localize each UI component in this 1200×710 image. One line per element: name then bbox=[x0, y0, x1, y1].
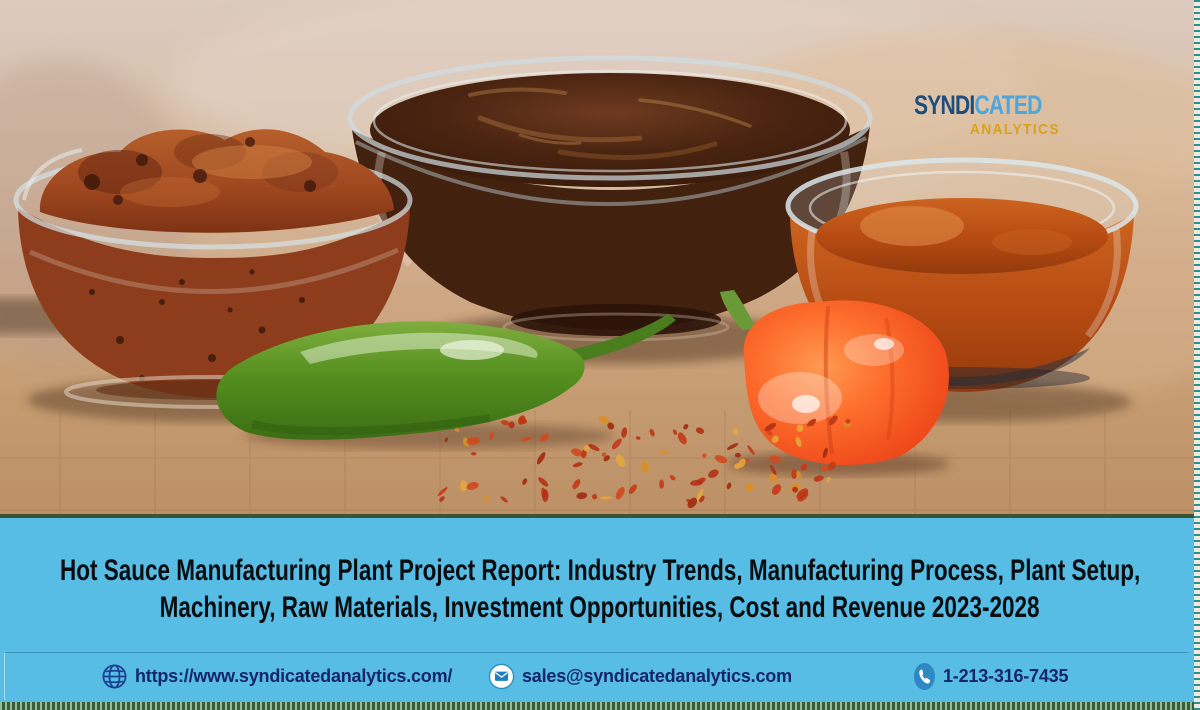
brand-name: SYNDICATED bbox=[914, 90, 1042, 120]
title-line-1: Hot Sauce Manufacturing Plant Project Re… bbox=[59, 554, 1141, 587]
phone-icon bbox=[914, 663, 935, 690]
sauce-swirl-highlights bbox=[468, 87, 752, 160]
mail-icon bbox=[488, 663, 515, 690]
habanero-pepper bbox=[720, 290, 950, 476]
dark-chunks bbox=[84, 137, 316, 205]
page-title: Hot Sauce Manufacturing Plant Project Re… bbox=[0, 518, 1200, 626]
brand-name-light: CATED bbox=[974, 90, 1042, 120]
habanero-stem bbox=[720, 290, 756, 330]
email-link[interactable]: sales@syndicatedanalytics.com bbox=[488, 653, 792, 700]
phone-text: 1-213-316-7435 bbox=[943, 666, 1069, 686]
hot-sauce-scene bbox=[0, 0, 1200, 514]
pepper-stem bbox=[560, 314, 676, 362]
chili-flakes bbox=[437, 415, 852, 509]
brand-subtitle: ANALYTICS bbox=[969, 121, 1060, 138]
green-divider bbox=[0, 514, 1200, 518]
brand-logo: SYNDICATED ANALYTICS bbox=[914, 90, 1060, 138]
contact-bar: https://www.syndicatedanalytics.com/ sal… bbox=[4, 652, 1188, 700]
globe-icon bbox=[102, 664, 127, 689]
title-line-2: Machinery, Raw Materials, Investment Opp… bbox=[160, 591, 1040, 624]
phone-link[interactable]: 1-213-316-7435 bbox=[913, 653, 1069, 700]
brand-name-dark: SYNDI bbox=[914, 90, 975, 120]
title-banner: Hot Sauce Manufacturing Plant Project Re… bbox=[0, 518, 1200, 702]
right-dotted-border bbox=[1194, 0, 1200, 710]
website-text: https://www.syndicatedanalytics.com/ bbox=[135, 666, 453, 686]
email-text: sales@syndicatedanalytics.com bbox=[522, 666, 792, 686]
hero-photo: SYNDICATED ANALYTICS bbox=[0, 0, 1200, 514]
bottom-dotted-border bbox=[0, 702, 1200, 710]
green-pepper bbox=[216, 314, 676, 449]
website-link[interactable]: https://www.syndicatedanalytics.com/ bbox=[101, 653, 452, 700]
